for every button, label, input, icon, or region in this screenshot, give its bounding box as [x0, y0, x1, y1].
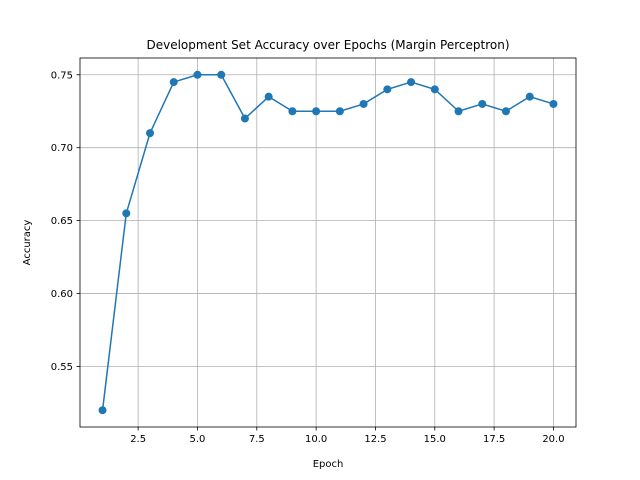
chart-title: Development Set Accuracy over Epochs (Ma… [146, 38, 509, 52]
x-tick-label: 7.5 [249, 434, 265, 445]
data-point [407, 78, 416, 87]
data-point [383, 85, 392, 94]
data-point [549, 99, 558, 108]
data-point [335, 107, 344, 116]
data-point [288, 107, 297, 116]
data-point [193, 70, 202, 79]
data-point [169, 78, 178, 87]
y-axis-label: Accuracy [22, 220, 33, 266]
x-tick-label: 2.5 [130, 434, 146, 445]
data-point [454, 107, 463, 116]
data-point [501, 107, 510, 116]
x-tick-label: 20.0 [542, 434, 564, 445]
y-tick-label: 0.75 [51, 70, 73, 81]
series-layer [98, 70, 558, 415]
x-tick-label: 15.0 [424, 434, 446, 445]
data-point [146, 129, 155, 138]
x-tick-label: 17.5 [483, 434, 505, 445]
data-point [430, 85, 439, 94]
x-tick-label: 5.0 [190, 434, 206, 445]
y-tick-label: 0.55 [51, 362, 73, 373]
grid [80, 58, 576, 427]
data-point [525, 92, 534, 101]
y-tick-label: 0.70 [51, 143, 73, 154]
data-point [312, 107, 321, 116]
data-point [478, 99, 487, 108]
data-point [240, 114, 249, 123]
series-line [101, 74, 554, 411]
x-axis-label: Epoch [313, 459, 344, 470]
data-point [359, 99, 368, 108]
plot-frame [79, 57, 577, 428]
y-tick-label: 0.65 [51, 216, 73, 227]
y-tick-label: 0.60 [51, 289, 73, 300]
data-point [217, 70, 226, 79]
x-tick-label: 12.5 [364, 434, 386, 445]
data-point [264, 92, 273, 101]
x-tick-label: 10.0 [305, 434, 327, 445]
data-point [98, 406, 107, 415]
axis-ticks: 2.5 5.0 7.5 10.0 12.5 15.0 17.5 20.0 0.55 0.60 0.6… [51, 70, 565, 445]
data-point [122, 209, 131, 218]
